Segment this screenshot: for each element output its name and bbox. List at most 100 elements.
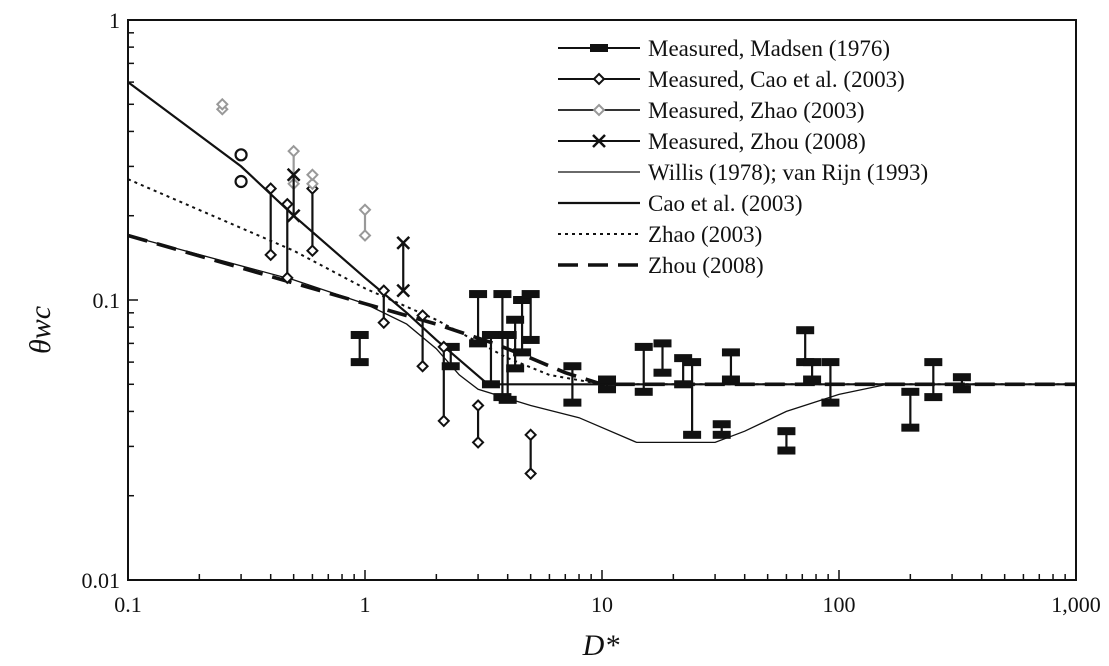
legend-entry: Zhao (2003) <box>558 222 762 247</box>
data-point <box>712 420 731 429</box>
curve-willis <box>127 234 1076 444</box>
data-point <box>521 335 540 344</box>
legend: Measured, Madsen (1976) Measured, Cao et … <box>558 36 928 278</box>
data-point <box>513 348 532 357</box>
data-point <box>952 373 971 382</box>
data-point <box>471 399 485 412</box>
data-point <box>264 248 278 262</box>
data-point <box>683 358 702 367</box>
data-point <box>924 393 943 402</box>
series-cao_meas <box>264 182 538 480</box>
data-point <box>521 290 540 299</box>
data-point <box>777 446 796 455</box>
data-point <box>437 340 451 354</box>
data-point <box>803 358 822 367</box>
data-point <box>712 430 731 439</box>
data-point <box>634 342 653 351</box>
y-tick-label: 0.1 <box>93 288 121 313</box>
data-point <box>416 359 430 373</box>
data-point <box>653 339 672 348</box>
data-point <box>901 387 920 396</box>
data-point <box>280 197 294 211</box>
data-point <box>264 182 278 195</box>
data-point <box>441 362 460 371</box>
curve-zhou_curve <box>127 233 1076 387</box>
data-point <box>498 330 517 339</box>
series-zhou_meas <box>286 167 411 298</box>
series-zhao_meas <box>215 97 372 242</box>
data-point <box>280 271 294 285</box>
legend-label: Willis (1978); van Rijn (1993) <box>648 160 928 185</box>
data-point <box>437 414 451 428</box>
data-point <box>924 358 943 367</box>
data-point <box>350 330 369 339</box>
data-point <box>469 339 488 348</box>
y-axis-label: θwc <box>24 306 57 354</box>
data-point <box>674 380 693 389</box>
data-point <box>777 427 796 436</box>
data-point <box>286 167 301 182</box>
legend-entry: Measured, Zhao (2003) <box>558 98 865 123</box>
data-point <box>653 368 672 377</box>
legend-entry: Cao et al. (2003) <box>558 191 803 216</box>
x-tick-label: 100 <box>823 592 856 617</box>
data-point <box>471 436 485 449</box>
data-point <box>481 380 500 389</box>
data-point <box>306 168 319 182</box>
curve-cao_curve <box>127 81 1076 386</box>
data-point <box>481 330 500 339</box>
plot-frame <box>127 19 1077 581</box>
legend-label: Measured, Zhao (2003) <box>648 98 865 123</box>
data-point <box>493 290 512 299</box>
data-point <box>563 398 582 407</box>
legend-marker <box>590 44 608 52</box>
data-point <box>469 290 488 299</box>
data-point <box>524 467 538 480</box>
legend-label: Measured, Madsen (1976) <box>648 36 890 61</box>
data-point <box>563 362 582 371</box>
data-point <box>821 398 840 407</box>
data-point <box>377 284 391 298</box>
data-point <box>524 428 538 442</box>
data-point <box>396 283 411 298</box>
y-tick-label: 1 <box>109 8 120 33</box>
data-point <box>358 203 372 217</box>
data-point <box>513 296 532 304</box>
x-tick-label: 1 <box>360 592 371 617</box>
data-point <box>598 385 617 394</box>
data-point <box>358 229 372 242</box>
x-axis-label: D* <box>582 629 620 662</box>
legend-marker <box>592 72 606 86</box>
data-point <box>598 375 617 384</box>
legend-entry: Willis (1978); van Rijn (1993) <box>558 160 928 185</box>
data-point <box>377 316 391 330</box>
x-tick-label: 1,000 <box>1051 592 1101 617</box>
extra-point <box>234 148 248 162</box>
data-point <box>506 364 525 373</box>
legend-entry: Measured, Cao et al. (2003) <box>558 67 905 92</box>
data-point <box>721 348 740 357</box>
data-point <box>350 358 369 367</box>
legend-label: Cao et al. (2003) <box>648 191 803 216</box>
data-point <box>287 144 301 158</box>
legend-label: Measured, Cao et al. (2003) <box>648 67 905 92</box>
data-point <box>952 385 971 394</box>
data-point <box>901 423 920 432</box>
legend-marker <box>592 103 606 117</box>
data-point <box>306 244 319 258</box>
data-point <box>796 326 815 335</box>
data-point <box>498 395 517 404</box>
data-point <box>215 97 229 111</box>
data-point <box>506 315 525 324</box>
legend-label: Zhao (2003) <box>648 222 762 247</box>
legend-label: Zhou (2008) <box>648 253 764 278</box>
y-tick-label: 0.01 <box>82 568 121 593</box>
data-point <box>441 342 460 351</box>
legend-entry: Measured, Zhou (2008) <box>558 129 866 154</box>
legend-marker <box>592 134 606 148</box>
data-point <box>821 358 840 367</box>
x-tick-label: 0.1 <box>114 592 142 617</box>
series-madsen <box>350 290 971 455</box>
